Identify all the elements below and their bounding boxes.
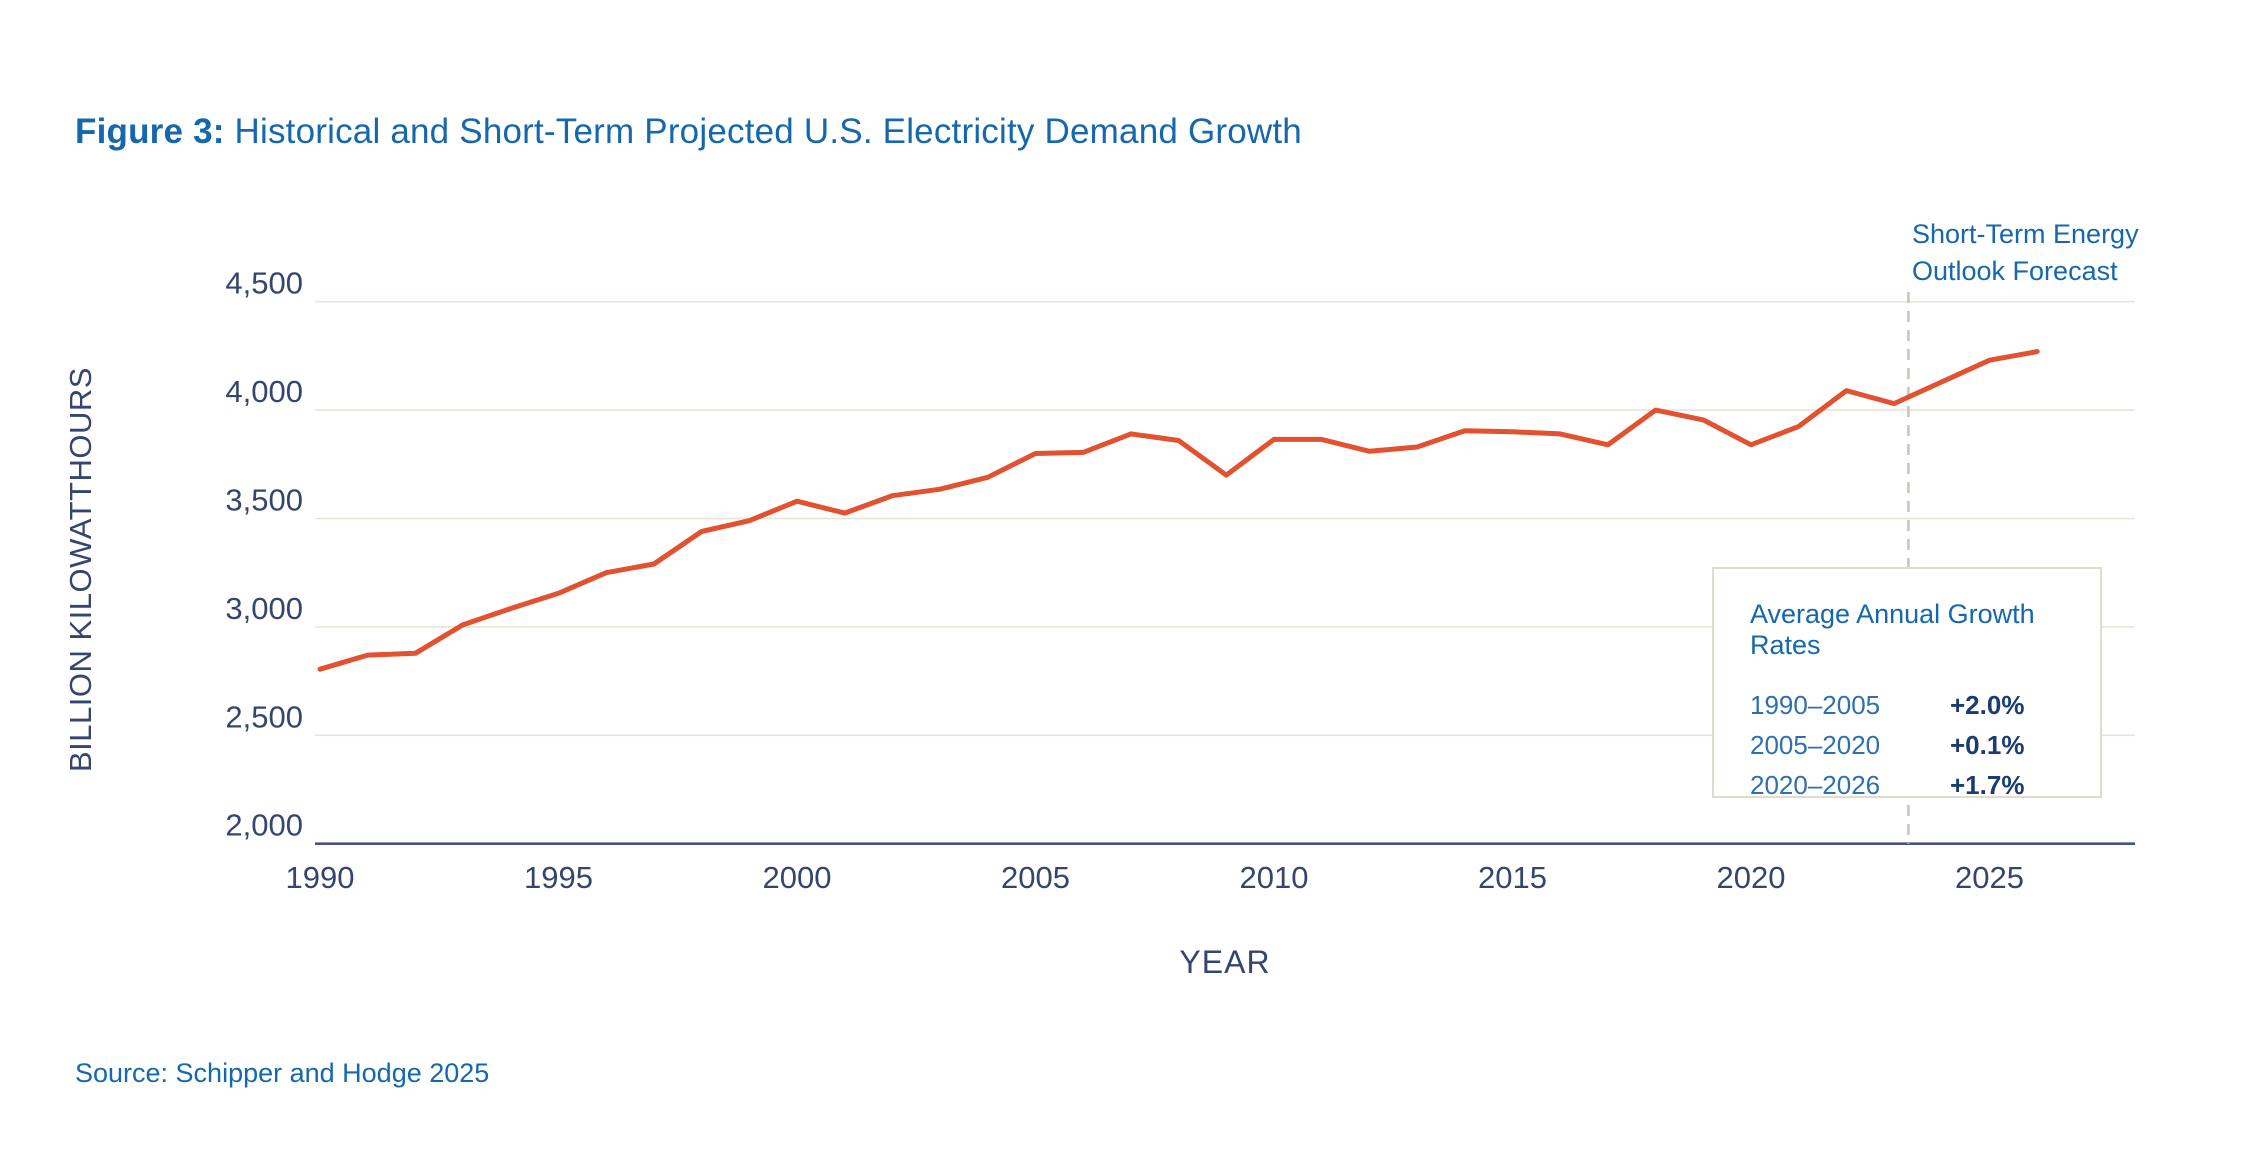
x-tick-label: 2005 xyxy=(1001,860,1070,895)
growth-rate-row: 2020–2026 +1.7% xyxy=(1750,765,2100,805)
growth-rate-value: +2.0% xyxy=(1950,690,2025,720)
figure-title: Figure 3: Historical and Short-Term Proj… xyxy=(75,112,1302,152)
demand-line xyxy=(317,349,2040,672)
y-tick-label: 4,000 xyxy=(225,374,303,409)
x-tick-label: 2015 xyxy=(1478,860,1547,895)
x-tick-label: 2000 xyxy=(763,860,832,895)
y-tick-label: 2,000 xyxy=(225,808,303,843)
forecast-annotation-line1: Short-Term Energy xyxy=(1912,219,2139,249)
forecast-annotation-line2: Outlook Forecast xyxy=(1912,256,2118,286)
y-tick-label: 3,000 xyxy=(225,591,303,626)
growth-rates-heading: Average Annual Growth Rates xyxy=(1750,599,2035,660)
y-axis-title: BILLION KILOWATTHOURS xyxy=(63,367,98,773)
growth-rates-rows: 1990–2005 +2.0% 2005–2020 +0.1% 2020–2026 +1.… xyxy=(1750,685,2100,805)
x-tick-label: 1990 xyxy=(286,860,355,895)
growth-rate-range: 1990–2005 xyxy=(1750,690,1881,720)
y-tick-label: 4,500 xyxy=(225,266,303,301)
forecast-annotation: Short-Term Energy Outlook Forecast xyxy=(1912,216,2139,290)
x-tick-label: 2010 xyxy=(1240,860,1309,895)
x-tick-label: 2025 xyxy=(1955,860,2024,895)
growth-rate-row: 2005–2020 +0.1% xyxy=(1750,725,2100,765)
growth-rate-row: 1990–2005 +2.0% xyxy=(1750,685,2100,725)
growth-rate-range: 2020–2026 xyxy=(1750,770,1881,800)
x-tick-label: 1995 xyxy=(524,860,593,895)
figure-number: Figure 3: xyxy=(75,112,225,151)
growth-rate-value: +1.7% xyxy=(1950,770,2025,800)
x-tick-label: 2020 xyxy=(1717,860,1786,895)
source-note: Source: Schipper and Hodge 2025 xyxy=(75,1058,490,1088)
x-axis-title: YEAR xyxy=(1179,944,1271,980)
y-tick-label: 2,500 xyxy=(225,699,303,734)
y-tick-label: 3,500 xyxy=(225,483,303,518)
figure-title-text: Historical and Short-Term Projected U.S.… xyxy=(224,112,1302,151)
growth-rate-value: +0.1% xyxy=(1950,730,2025,760)
growth-rate-range: 2005–2020 xyxy=(1750,730,1881,760)
growth-rates-box: Average Annual Growth Rates 1990–2005 +2.… xyxy=(1712,567,2102,800)
